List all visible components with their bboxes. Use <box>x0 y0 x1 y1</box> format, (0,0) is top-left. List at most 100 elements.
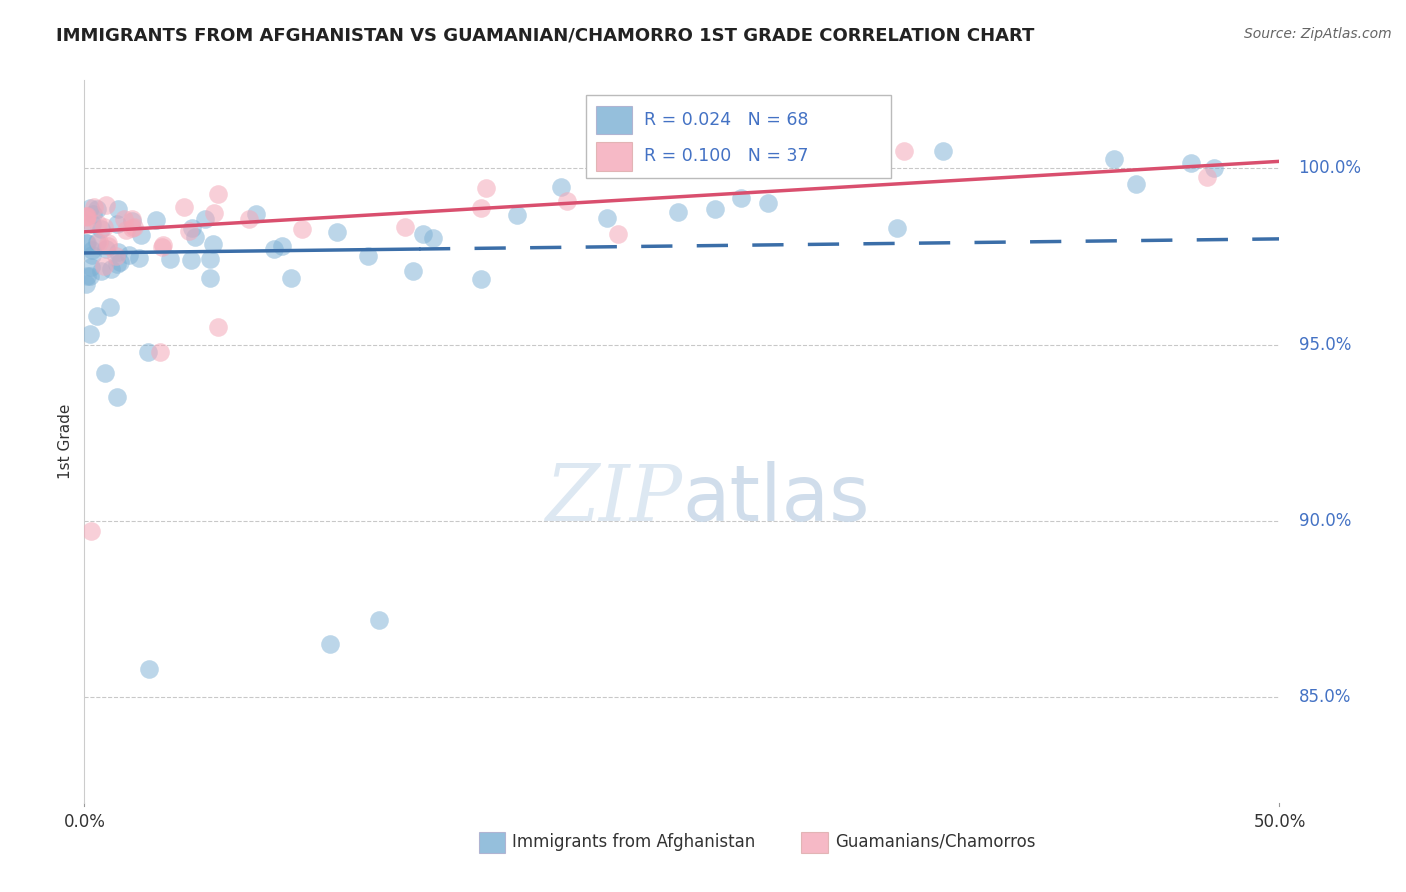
Point <box>96 242 118 256</box>
Bar <box>801 831 828 854</box>
Point <box>93 219 115 234</box>
Point <box>150 240 173 254</box>
Point <box>177 224 200 238</box>
Point <box>79 202 101 216</box>
Point <box>207 320 229 334</box>
Text: Guamanians/Chamorros: Guamanians/Chamorros <box>835 833 1035 851</box>
Point <box>470 201 492 215</box>
Point <box>80 217 103 231</box>
Point <box>105 218 128 232</box>
Point <box>93 259 115 273</box>
Point <box>181 221 204 235</box>
Y-axis label: 1st Grade: 1st Grade <box>58 404 73 479</box>
Point <box>138 662 160 676</box>
Point <box>666 205 689 219</box>
Point <box>112 211 135 226</box>
Point <box>893 144 915 158</box>
Point <box>1204 161 1226 175</box>
Point <box>475 181 498 195</box>
Point <box>367 613 389 627</box>
Point <box>76 236 98 251</box>
Point <box>76 209 98 223</box>
Text: 0.0%: 0.0% <box>63 814 105 831</box>
Point <box>80 524 103 539</box>
Point <box>105 257 128 271</box>
Point <box>886 221 908 235</box>
Point <box>124 220 146 235</box>
Text: 50.0%: 50.0% <box>1253 814 1306 831</box>
Point <box>75 277 97 291</box>
Text: 100.0%: 100.0% <box>1299 160 1361 178</box>
Point <box>756 195 779 210</box>
Point <box>238 211 260 226</box>
Point <box>107 244 129 259</box>
Point <box>117 248 139 262</box>
Point <box>80 260 103 274</box>
Point <box>326 225 349 239</box>
Text: atlas: atlas <box>682 461 869 537</box>
Point <box>100 262 122 277</box>
Point <box>82 207 104 221</box>
Point <box>596 211 619 226</box>
Point <box>94 198 117 212</box>
Text: IMMIGRANTS FROM AFGHANISTAN VS GUAMANIAN/CHAMORRO 1ST GRADE CORRELATION CHART: IMMIGRANTS FROM AFGHANISTAN VS GUAMANIAN… <box>56 27 1035 45</box>
Point <box>80 247 103 261</box>
Point <box>97 235 120 250</box>
Point <box>720 148 742 162</box>
Point <box>152 238 174 252</box>
Point <box>607 227 630 242</box>
Point <box>184 229 207 244</box>
Point <box>263 242 285 256</box>
Point <box>470 272 492 286</box>
Point <box>180 252 202 267</box>
Point <box>105 391 128 405</box>
Text: 90.0%: 90.0% <box>1299 512 1351 530</box>
Point <box>550 180 572 194</box>
Point <box>149 344 172 359</box>
Point <box>173 200 195 214</box>
Point <box>555 194 578 208</box>
Point <box>280 271 302 285</box>
Point <box>401 264 423 278</box>
Point <box>87 235 110 249</box>
Point <box>82 243 104 257</box>
Bar <box>479 831 505 854</box>
Point <box>121 221 143 235</box>
Point <box>1195 169 1218 184</box>
Point <box>87 217 110 231</box>
Text: ZIP: ZIP <box>544 461 682 538</box>
Point <box>194 211 217 226</box>
Point <box>422 231 444 245</box>
Text: 85.0%: 85.0% <box>1299 688 1351 706</box>
Point <box>86 310 108 324</box>
Point <box>75 211 97 225</box>
Point <box>138 344 160 359</box>
Point <box>96 239 118 253</box>
Point <box>394 219 416 234</box>
Point <box>86 202 108 216</box>
Point <box>121 212 143 227</box>
Point <box>90 221 112 235</box>
Point <box>75 209 97 223</box>
Point <box>90 264 112 278</box>
Point <box>207 187 229 202</box>
Point <box>245 206 267 220</box>
Bar <box>596 142 631 170</box>
Point <box>319 637 342 651</box>
Point <box>115 223 138 237</box>
Point <box>1125 177 1147 191</box>
Point <box>128 251 150 265</box>
Point <box>271 238 294 252</box>
Point <box>730 191 752 205</box>
Point <box>202 206 225 220</box>
Point <box>506 208 529 222</box>
Point <box>79 269 101 284</box>
Point <box>105 249 128 263</box>
Point <box>76 268 98 283</box>
Point <box>75 213 97 227</box>
FancyBboxPatch shape <box>586 95 891 178</box>
Text: 95.0%: 95.0% <box>1299 335 1351 353</box>
Point <box>121 213 143 227</box>
Point <box>129 227 152 242</box>
Point <box>108 254 131 268</box>
